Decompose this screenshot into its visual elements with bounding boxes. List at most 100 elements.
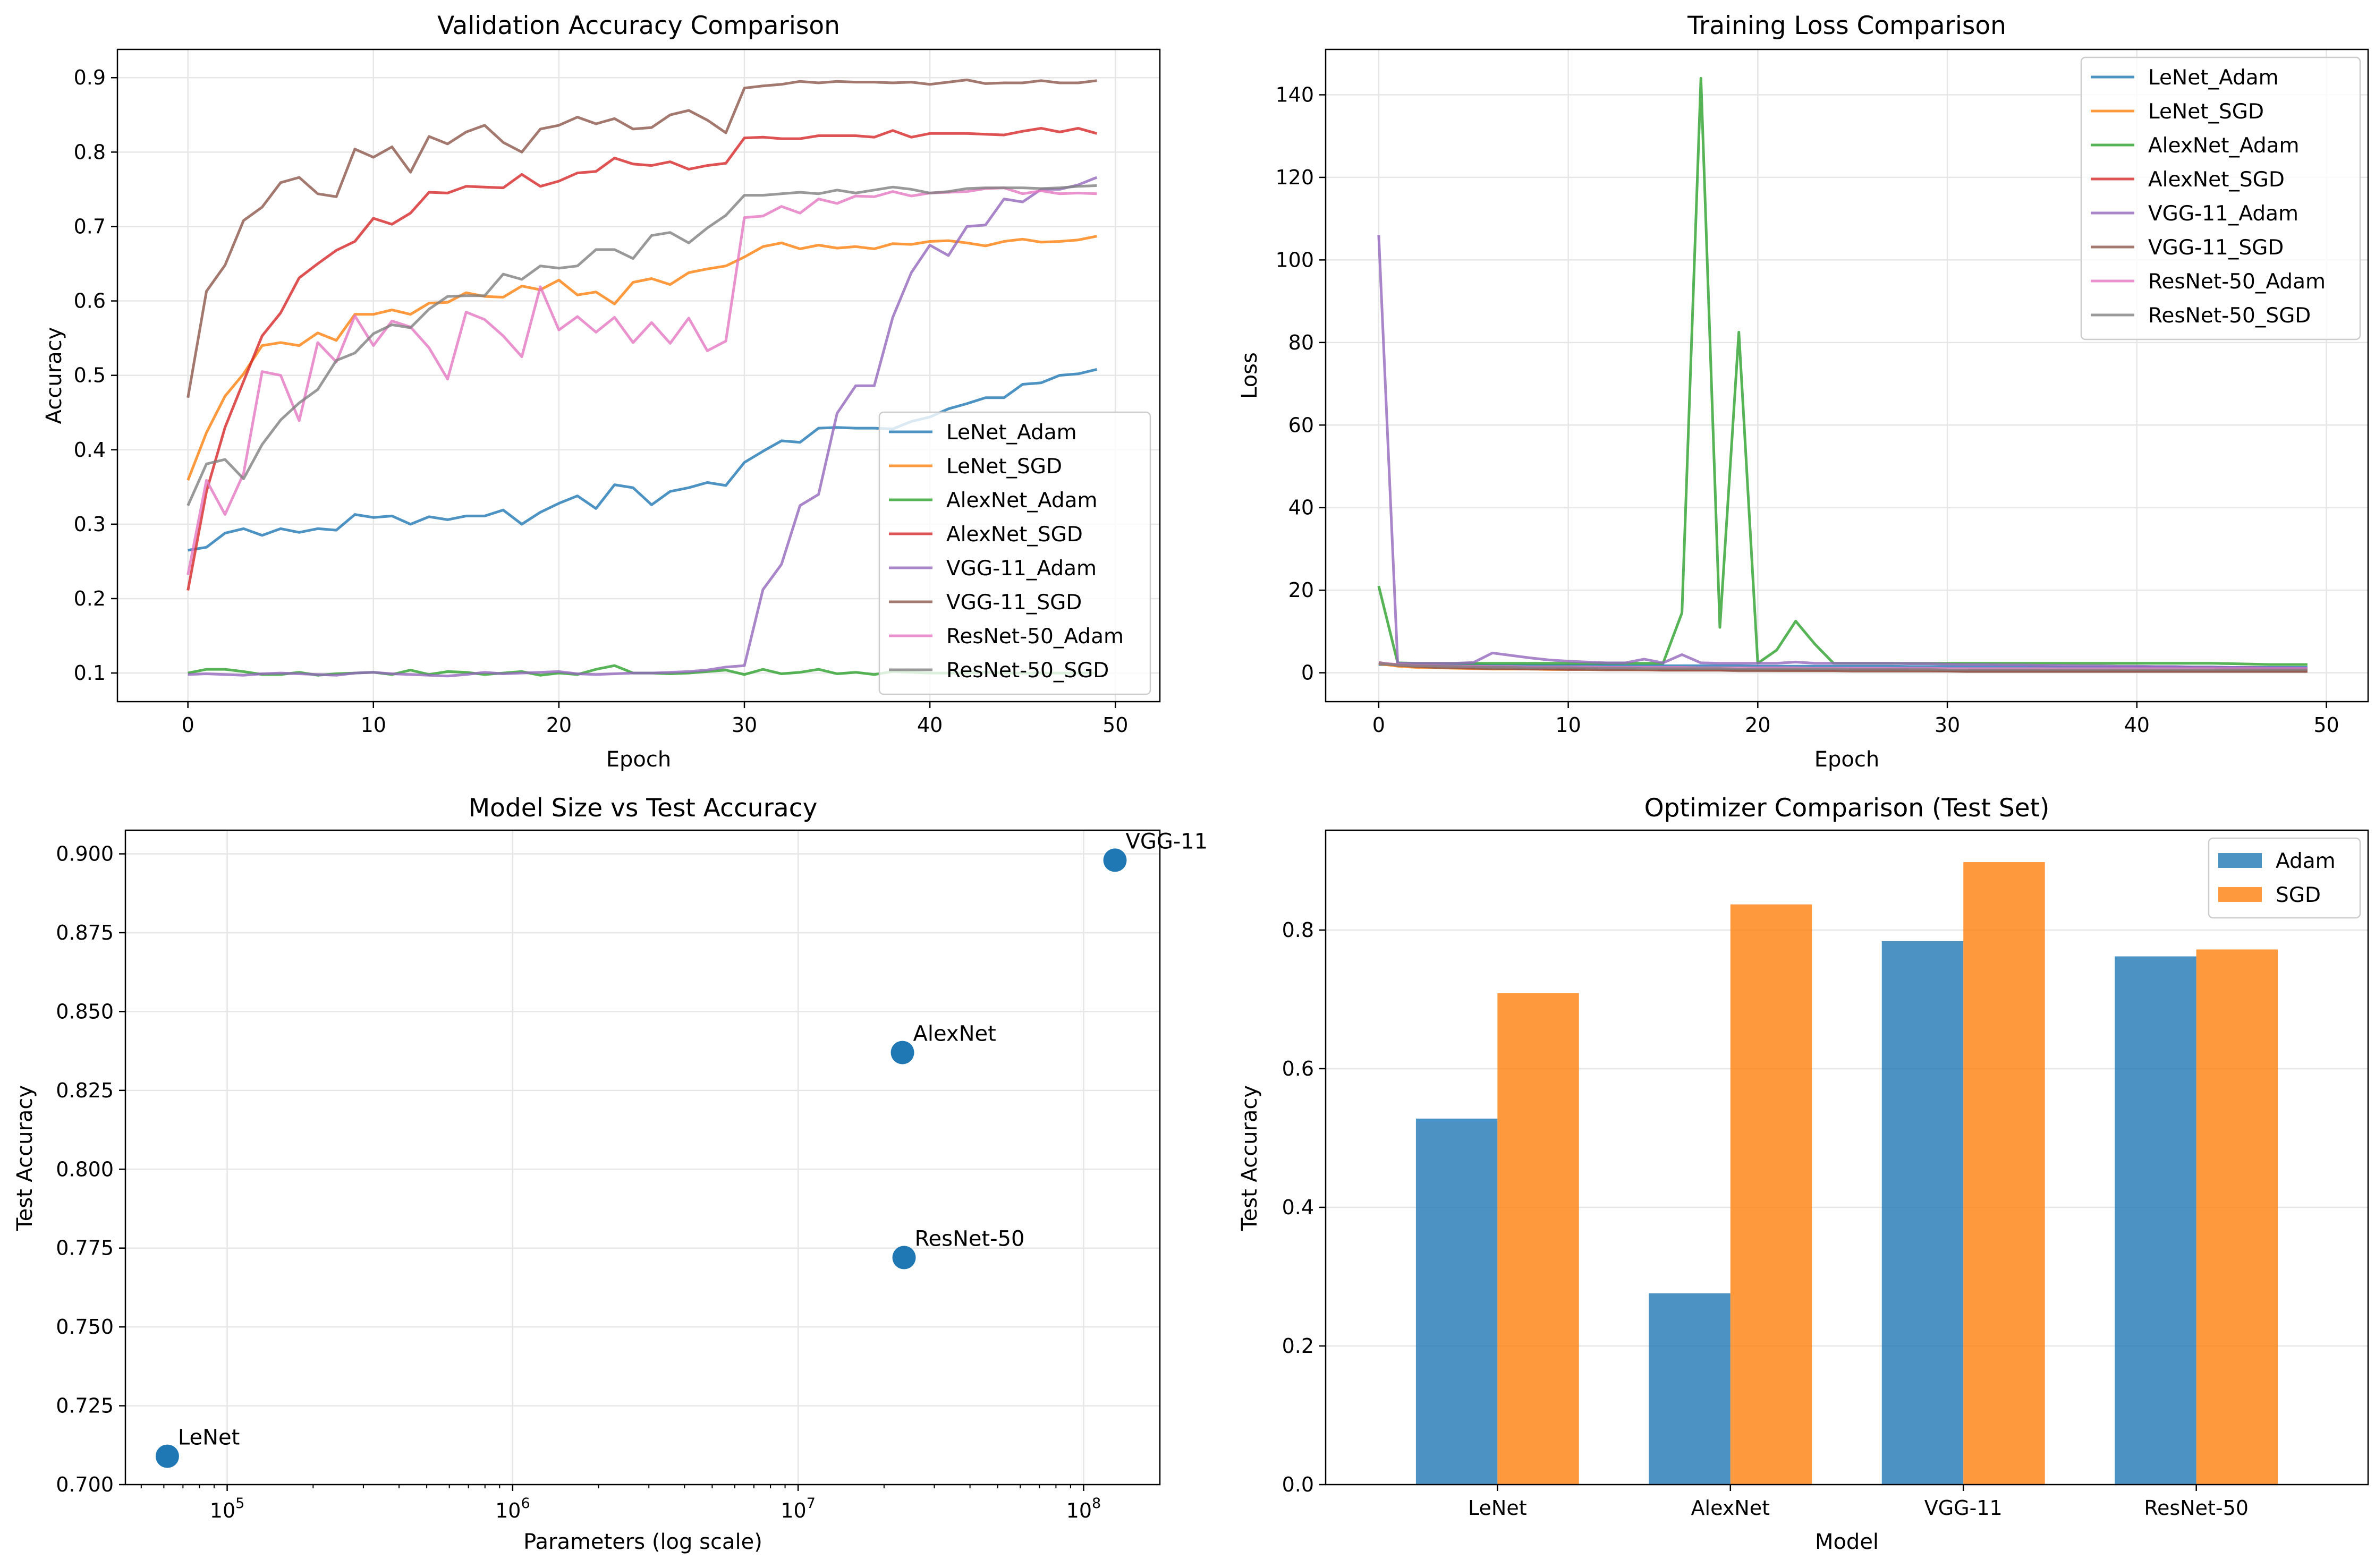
y-tick-label: 0.4: [1282, 1196, 1314, 1219]
scatter-point-AlexNet: [890, 1041, 914, 1064]
legend-label: LeNet_SGD: [2148, 100, 2264, 124]
legend-label: VGG-11_SGD: [946, 591, 1082, 615]
point-annotation: VGG-11: [1126, 829, 1208, 854]
legend-box: [2080, 56, 2361, 340]
y-tick-label: 0: [1301, 661, 1314, 685]
y-tick-label: 40: [1288, 496, 1314, 519]
x-tick-label: 107: [781, 1495, 816, 1522]
y-tick-label: 140: [1275, 83, 1314, 106]
x-tick-label: AlexNet: [1691, 1496, 1770, 1520]
y-tick-label: 0.900: [56, 842, 114, 866]
legend-label: VGG-11_SGD: [2148, 236, 2284, 260]
legend-label: AlexNet_SGD: [2148, 168, 2285, 192]
x-tick-label: 10: [361, 713, 386, 737]
x-tick-label: 40: [2124, 713, 2150, 737]
legend-label: VGG-11_Adam: [2148, 202, 2298, 226]
x-tick-label: 0: [182, 713, 194, 737]
series-line-ResNet-50_SGD: [186, 184, 1097, 506]
bar-SGD-ResNet-50: [2196, 949, 2278, 1485]
legend-label: LeNet_SGD: [946, 455, 1062, 479]
axes-frame: [1325, 48, 2369, 703]
chart-validation-accuracy: 0 10 20 30 40 50 0.1 0.2 0.3 0.4 0.5 0.6 0.7 0.8 0.9 V…: [42, 11, 1161, 772]
tick-exponent: 6: [521, 1495, 530, 1512]
y-tick-label: 0.875: [56, 921, 114, 944]
legend-label: VGG-11_Adam: [946, 557, 1097, 581]
ticks: 0 10 20 30 40 50 0.1 0.2 0.3 0.4 0.5 0.6 0.7 0.8 0.9: [74, 66, 1129, 737]
x-axis-label: Model: [1815, 1530, 1879, 1554]
axes-frame: [124, 829, 1161, 1486]
legend-label: AlexNet_SGD: [946, 523, 1083, 547]
axes-frame: [1325, 829, 2369, 1486]
x-tick-label: 108: [1066, 1495, 1101, 1522]
chart-training-loss: 0 10 20 30 40 50 0 20 40 60 80 100 120 140 Training L…: [1237, 11, 2369, 772]
y-tick-label: 120: [1275, 166, 1314, 189]
ticks: 0 10 20 30 40 50 0 20 40 60 80 100 120 140: [1275, 83, 2339, 737]
bar-SGD-VGG-11: [1963, 862, 2045, 1485]
point-annotation: LeNet: [178, 1426, 240, 1450]
legend-box: [878, 411, 1151, 695]
y-tick-label: 0.1: [74, 661, 106, 685]
series-line-VGG-11_Adam: [1377, 235, 2308, 670]
legend-label: SGD: [2276, 883, 2321, 907]
legend: Adam SGD: [2208, 837, 2361, 919]
x-tick-label: 40: [917, 713, 943, 737]
chart-title: Training Loss Comparison: [1687, 11, 2006, 40]
point-annotation: ResNet-50: [915, 1227, 1025, 1251]
grid: [1326, 49, 2368, 702]
x-tick-label: 50: [1102, 713, 1128, 737]
series-line-AlexNet_SGD: [186, 127, 1097, 591]
series-line-VGG-11_Adam: [188, 176, 1098, 678]
y-tick-label: 20: [1288, 578, 1314, 602]
scatter-point-ResNet-50: [892, 1246, 916, 1269]
x-tick-label: 0: [1372, 713, 1385, 737]
series-line-LeNet_SGD: [186, 235, 1097, 481]
scatter-point-LeNet: [155, 1444, 179, 1468]
plot: [1377, 76, 2308, 673]
plot: LeNet AlexNet VGG-11 ResNet-50: [155, 829, 1208, 1468]
y-tick-label: 0.725: [56, 1394, 114, 1418]
chart-title: Model Size vs Test Accuracy: [469, 794, 818, 823]
legend-label: Adam: [2276, 849, 2336, 873]
series-line-VGG-11_SGD: [186, 78, 1097, 398]
grid: [125, 830, 1160, 1486]
x-tick-label: 10: [1555, 713, 1581, 737]
y-tick-label: 0.2: [1282, 1334, 1314, 1358]
x-tick-label: 50: [2313, 713, 2339, 737]
y-tick-label: 0.4: [74, 438, 106, 462]
y-tick-label: 0.750: [56, 1315, 114, 1339]
x-axis-label: Epoch: [1814, 747, 1879, 772]
x-axis-label: Parameters (log scale): [523, 1530, 762, 1554]
tick-exponent: 5: [235, 1495, 244, 1512]
x-tick-label: 106: [495, 1495, 530, 1522]
legend-label: ResNet-50_Adam: [2148, 270, 2326, 294]
legend-label: ResNet-50_SGD: [2148, 304, 2311, 328]
bar-SGD-AlexNet: [1730, 904, 1812, 1485]
y-tick-label: 80: [1288, 331, 1314, 354]
x-tick-label: VGG-11: [1924, 1496, 2003, 1520]
y-tick-label: 0.6: [74, 289, 106, 313]
y-tick-label: 0.8: [74, 140, 106, 164]
y-tick-label: 0.800: [56, 1157, 114, 1181]
tick-base: 10: [210, 1499, 235, 1522]
y-axis-label: Test Accuracy: [1237, 1085, 1262, 1231]
legend-swatch-Adam: [2218, 853, 2262, 868]
legend: LeNet_Adam LeNet_SGD AlexNet_Adam AlexNet_S…: [2080, 56, 2361, 340]
y-tick-label: 0.700: [56, 1473, 114, 1496]
plot: [186, 78, 1098, 678]
legend-label: AlexNet_Adam: [2148, 134, 2300, 158]
ticks: 105 106 107 1080.7000.7250.7500.7750.8000.8…: [56, 842, 1101, 1522]
series-line-ResNet-50_SGD: [1378, 662, 2308, 671]
bar-Adam-VGG-11: [1881, 941, 1964, 1485]
y-tick-label: 0.3: [74, 513, 106, 536]
x-tick-label: 30: [1935, 713, 1960, 737]
y-tick-label: 0.825: [56, 1079, 114, 1102]
y-tick-label: 100: [1275, 248, 1314, 271]
tick-base: 10: [1066, 1499, 1092, 1522]
legend-label: LeNet_Adam: [946, 421, 1077, 445]
y-tick-label: 0.775: [56, 1237, 114, 1260]
y-axis-label: Test Accuracy: [13, 1085, 37, 1231]
bar-Adam-ResNet-50: [2115, 956, 2196, 1485]
y-tick-label: 0.850: [56, 1000, 114, 1023]
